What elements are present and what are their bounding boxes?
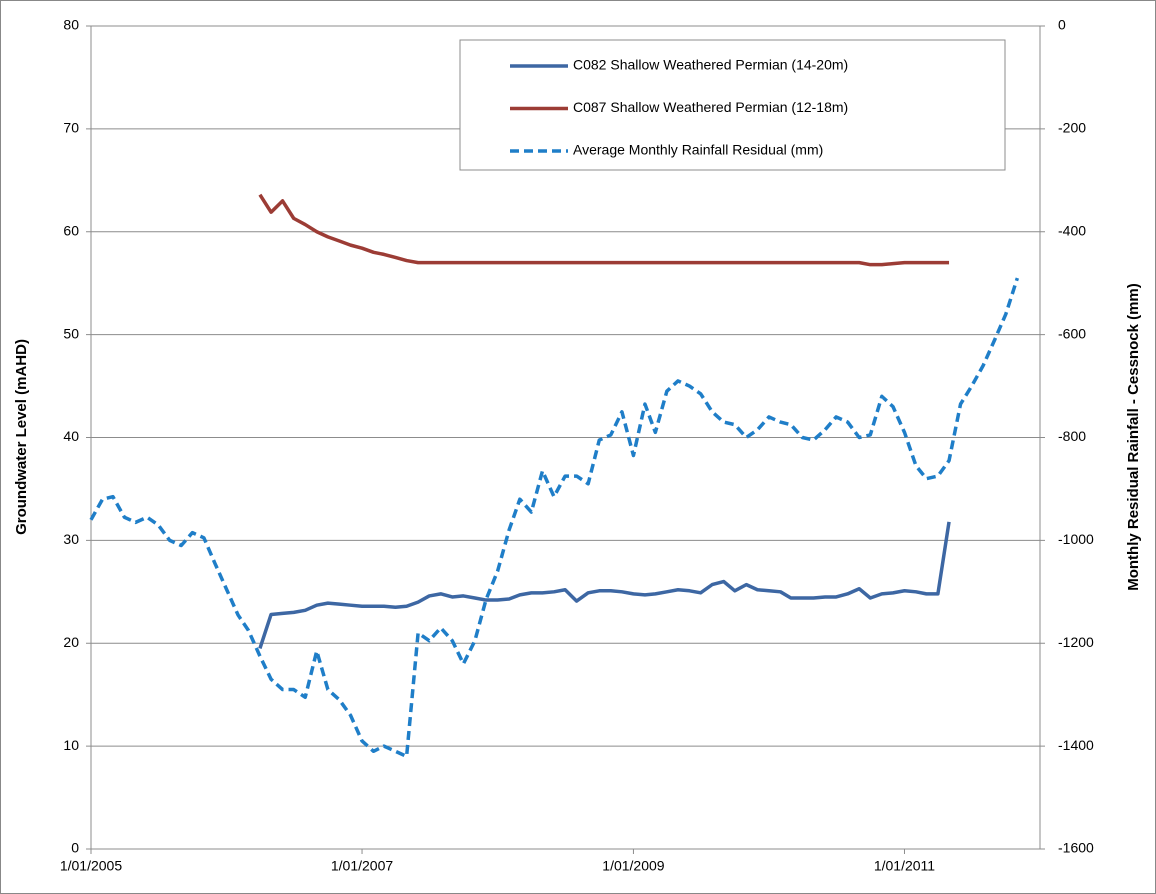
y-tick-label: 70 bbox=[63, 120, 79, 136]
y2-tick-label: 0 bbox=[1058, 17, 1066, 33]
y-tick-label: 40 bbox=[63, 428, 79, 444]
y-tick-label: 0 bbox=[71, 840, 79, 856]
x-tick-label: 1/01/2009 bbox=[602, 858, 664, 874]
y-tick-label: 30 bbox=[63, 531, 79, 547]
y2-tick-label: -1600 bbox=[1058, 840, 1094, 856]
y2-tick-label: -1200 bbox=[1058, 634, 1094, 650]
y2-tick-label: -800 bbox=[1058, 428, 1086, 444]
y-tick-label: 80 bbox=[63, 17, 79, 33]
y2-tick-label: -600 bbox=[1058, 325, 1086, 341]
y-tick-label: 10 bbox=[63, 737, 79, 753]
legend-label: C087 Shallow Weathered Permian (12-18m) bbox=[573, 99, 848, 115]
series-line bbox=[258, 193, 950, 267]
y2-tick-label: -400 bbox=[1058, 222, 1086, 238]
series-line bbox=[258, 521, 951, 649]
y-tick-label: 20 bbox=[63, 634, 79, 650]
y2-tick-label: -200 bbox=[1058, 120, 1086, 136]
y-tick-label: 50 bbox=[63, 325, 79, 341]
series-line bbox=[89, 277, 1020, 759]
y2-axis-label: Monthly Residual Rainfall - Cessnock (mm… bbox=[1125, 283, 1142, 591]
legend-label: C082 Shallow Weathered Permian (14-20m) bbox=[573, 57, 848, 73]
x-tick-label: 1/01/2011 bbox=[874, 858, 935, 874]
legend-label: Average Monthly Rainfall Residual (mm) bbox=[573, 142, 823, 158]
x-tick-label: 1/01/2005 bbox=[60, 858, 122, 874]
y-axis-label: Groundwater Level (mAHD) bbox=[13, 339, 30, 535]
x-tick-label: 1/01/2007 bbox=[331, 858, 393, 874]
legend-box bbox=[459, 39, 1006, 171]
y2-tick-label: -1000 bbox=[1058, 531, 1094, 547]
y2-tick-label: -1400 bbox=[1058, 737, 1094, 753]
y-tick-label: 60 bbox=[63, 222, 79, 238]
